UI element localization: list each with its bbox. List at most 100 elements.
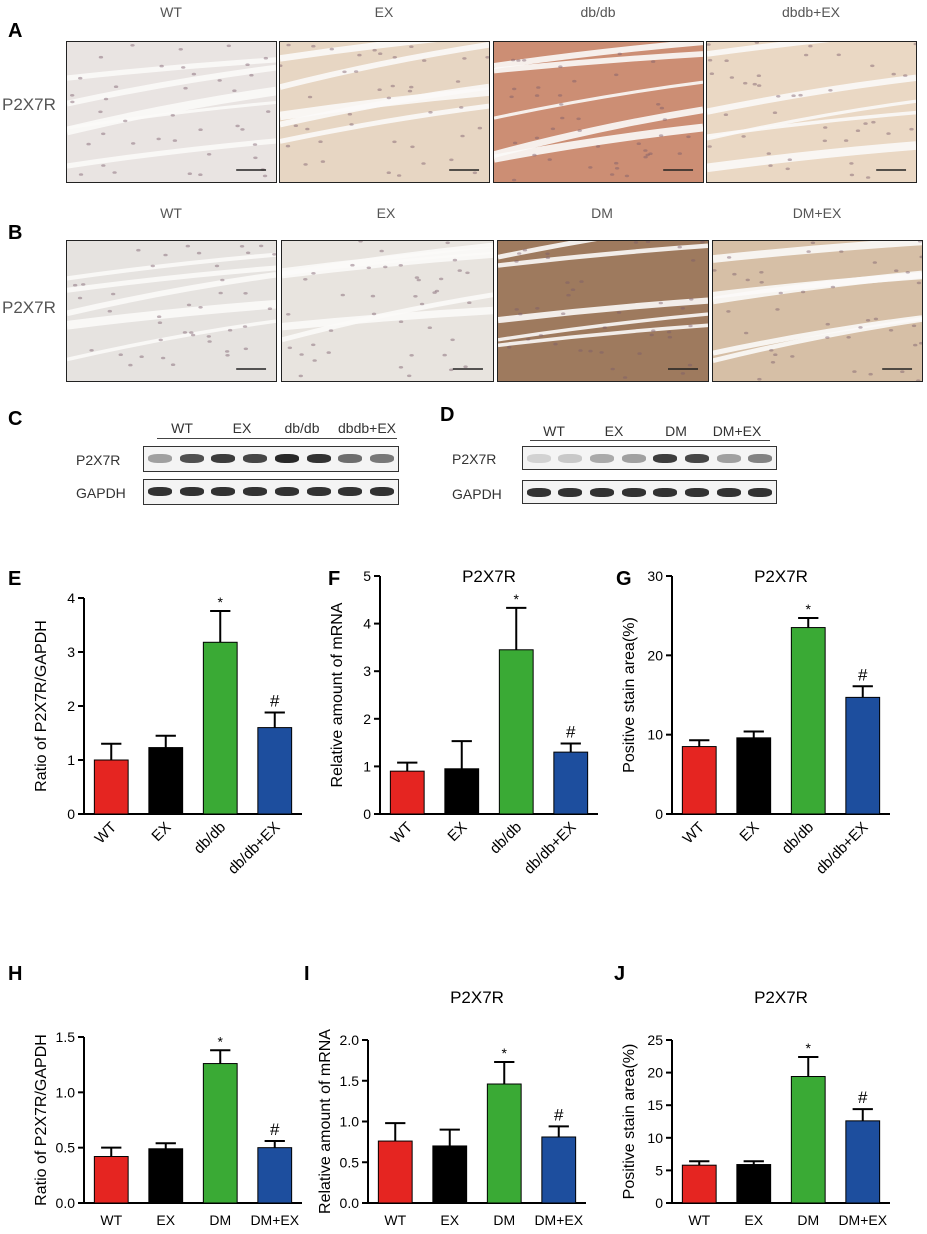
significance-star: * — [514, 591, 520, 607]
blot-band — [306, 454, 331, 463]
y-tick-label: 3 — [67, 644, 75, 660]
blot-band — [684, 454, 709, 463]
blot-c-group-2: EX — [232, 420, 252, 436]
blot-band — [370, 454, 395, 463]
blot-band — [526, 488, 551, 497]
blot-band — [147, 454, 172, 463]
micrograph-b-4 — [712, 240, 923, 382]
y-tick-label: 1.5 — [340, 1073, 360, 1089]
blot-band — [621, 454, 646, 463]
y-axis-label: Relative amount of mRNA — [317, 1029, 334, 1214]
x-tick-label: EX — [744, 1212, 763, 1228]
blot-band — [243, 487, 268, 496]
blot-band — [684, 488, 709, 497]
blot-band — [211, 487, 236, 496]
blot-band — [716, 454, 741, 463]
chart-title: P2X7R — [450, 988, 504, 1007]
x-tick-label: WT — [680, 819, 709, 848]
panel-a-col-label-2: EX — [374, 4, 394, 20]
panel-b-col-label-1: WT — [160, 205, 182, 221]
x-tick-label: EX — [440, 1212, 459, 1228]
bar-ex — [432, 1145, 468, 1204]
micrograph-a-4 — [706, 41, 917, 183]
y-tick-label: 15 — [647, 1097, 663, 1113]
chart-letter-g: G — [616, 568, 632, 590]
x-tick-label: WT — [100, 1212, 122, 1228]
blot-d-p2x7r — [522, 446, 777, 470]
blot-band — [590, 488, 615, 497]
y-tick-label: 10 — [647, 1130, 663, 1146]
bar-db-db — [202, 641, 238, 815]
y-tick-label: 1 — [363, 758, 371, 774]
significance-hash: # — [554, 1105, 564, 1124]
bar-db-db — [790, 627, 826, 815]
x-tick-label: WT — [388, 819, 417, 848]
panel-letter-d: D — [440, 404, 455, 426]
blot-d-group-underline — [530, 440, 770, 441]
panel-b-col-label-3: DM — [591, 205, 613, 221]
y-tick-label: 10 — [647, 727, 663, 743]
y-axis-label: Positive stain area(%) — [621, 617, 638, 773]
blot-d-gapdh — [522, 480, 777, 504]
x-tick-label: db/db — [191, 819, 230, 858]
blot-c-group-1: WT — [171, 420, 193, 436]
y-tick-label: 1 — [67, 752, 75, 768]
y-axis-label: Ratio of P2X7R/GAPDH — [33, 1034, 50, 1206]
bar-ex — [444, 768, 480, 815]
significance-star: * — [218, 594, 224, 610]
chart-title: P2X7R — [462, 567, 516, 586]
bar-dm — [790, 1076, 826, 1204]
blot-band — [526, 454, 551, 463]
micrograph-b-1 — [66, 240, 277, 382]
y-tick-label: 1.5 — [56, 1029, 76, 1045]
bar-dm-ex — [845, 1120, 881, 1204]
bar-ex — [736, 737, 772, 815]
x-tick-label: db/db — [487, 819, 526, 858]
x-tick-label: EX — [444, 819, 470, 845]
blot-band — [590, 454, 615, 463]
blot-d-group-4: DM+EX — [712, 423, 762, 439]
y-axis-label: Ratio of P2X7R/GAPDH — [33, 620, 50, 792]
blot-c-group-4: dbdb+EX — [338, 420, 396, 436]
y-tick-label: 1.0 — [56, 1084, 76, 1100]
chart-title: P2X7R — [754, 988, 808, 1007]
y-axis-label: Relative amount of mRNA — [329, 602, 346, 787]
panel-a-col-label-3: db/db — [580, 4, 616, 20]
bar-wt — [93, 1156, 129, 1204]
bar-dm — [202, 1063, 238, 1204]
significance-star: * — [502, 1045, 508, 1061]
bar-db-db-ex — [257, 727, 293, 815]
y-tick-label: 4 — [363, 616, 371, 632]
y-tick-label: 0 — [655, 1195, 663, 1211]
x-tick-label: DM — [493, 1212, 515, 1228]
bar-db-db-ex — [845, 696, 881, 815]
x-tick-label: EX — [736, 819, 762, 845]
x-tick-label: DM+EX — [534, 1212, 583, 1228]
y-tick-label: 2 — [67, 698, 75, 714]
significance-star: * — [218, 1033, 224, 1049]
blot-band — [179, 487, 204, 496]
significance-hash: # — [858, 1088, 868, 1107]
blot-band — [243, 454, 268, 463]
y-tick-label: 1.0 — [340, 1114, 360, 1130]
significance-hash: # — [270, 1120, 280, 1139]
y-tick-label: 0 — [363, 806, 371, 822]
blot-c-gapdh — [143, 479, 399, 505]
blot-d-row-label-1: P2X7R — [452, 451, 497, 467]
blot-band — [653, 488, 678, 497]
micrograph-b-3 — [497, 240, 709, 382]
blot-band — [716, 488, 741, 497]
bar-dm-ex — [257, 1147, 293, 1204]
bar-wt — [681, 746, 717, 815]
bar-db-db — [498, 649, 534, 815]
micrograph-a-1 — [66, 41, 277, 183]
blot-band — [748, 488, 773, 497]
bar-dm-ex — [541, 1136, 577, 1204]
blot-d-group-2: EX — [604, 423, 624, 439]
y-tick-label: 0 — [67, 806, 75, 822]
chart-letter-h: H — [8, 963, 22, 985]
y-tick-label: 20 — [647, 1065, 663, 1081]
chart-title: P2X7R — [754, 567, 808, 586]
blot-band — [179, 454, 204, 463]
y-tick-label: 3 — [363, 663, 371, 679]
